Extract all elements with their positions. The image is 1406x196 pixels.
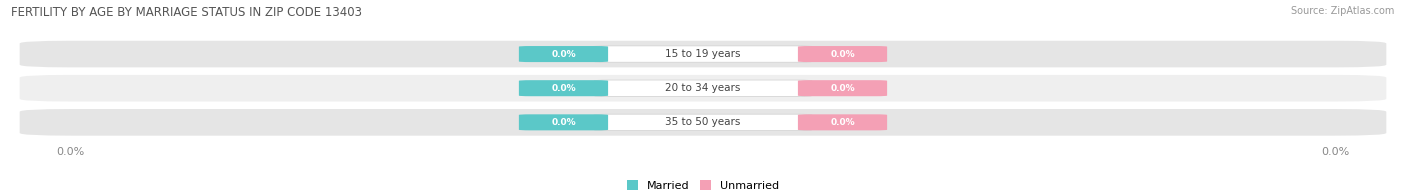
FancyBboxPatch shape xyxy=(20,41,1386,67)
FancyBboxPatch shape xyxy=(20,75,1386,102)
FancyBboxPatch shape xyxy=(799,46,887,62)
Text: Source: ZipAtlas.com: Source: ZipAtlas.com xyxy=(1291,6,1395,16)
Text: FERTILITY BY AGE BY MARRIAGE STATUS IN ZIP CODE 13403: FERTILITY BY AGE BY MARRIAGE STATUS IN Z… xyxy=(11,6,363,19)
Text: 15 to 19 years: 15 to 19 years xyxy=(665,49,741,59)
Text: 0.0%: 0.0% xyxy=(830,50,855,59)
FancyBboxPatch shape xyxy=(519,46,609,62)
FancyBboxPatch shape xyxy=(799,114,887,130)
Text: 20 to 34 years: 20 to 34 years xyxy=(665,83,741,93)
FancyBboxPatch shape xyxy=(595,80,811,96)
Text: 0.0%: 0.0% xyxy=(830,118,855,127)
Text: 35 to 50 years: 35 to 50 years xyxy=(665,117,741,127)
Text: 0.0%: 0.0% xyxy=(551,118,576,127)
FancyBboxPatch shape xyxy=(519,114,609,130)
Text: 0.0%: 0.0% xyxy=(551,50,576,59)
Text: 0.0%: 0.0% xyxy=(551,84,576,93)
FancyBboxPatch shape xyxy=(595,114,811,131)
FancyBboxPatch shape xyxy=(519,80,609,96)
FancyBboxPatch shape xyxy=(595,46,811,62)
Legend: Married, Unmarried: Married, Unmarried xyxy=(627,180,779,191)
FancyBboxPatch shape xyxy=(799,80,887,96)
FancyBboxPatch shape xyxy=(20,109,1386,136)
Text: 0.0%: 0.0% xyxy=(830,84,855,93)
